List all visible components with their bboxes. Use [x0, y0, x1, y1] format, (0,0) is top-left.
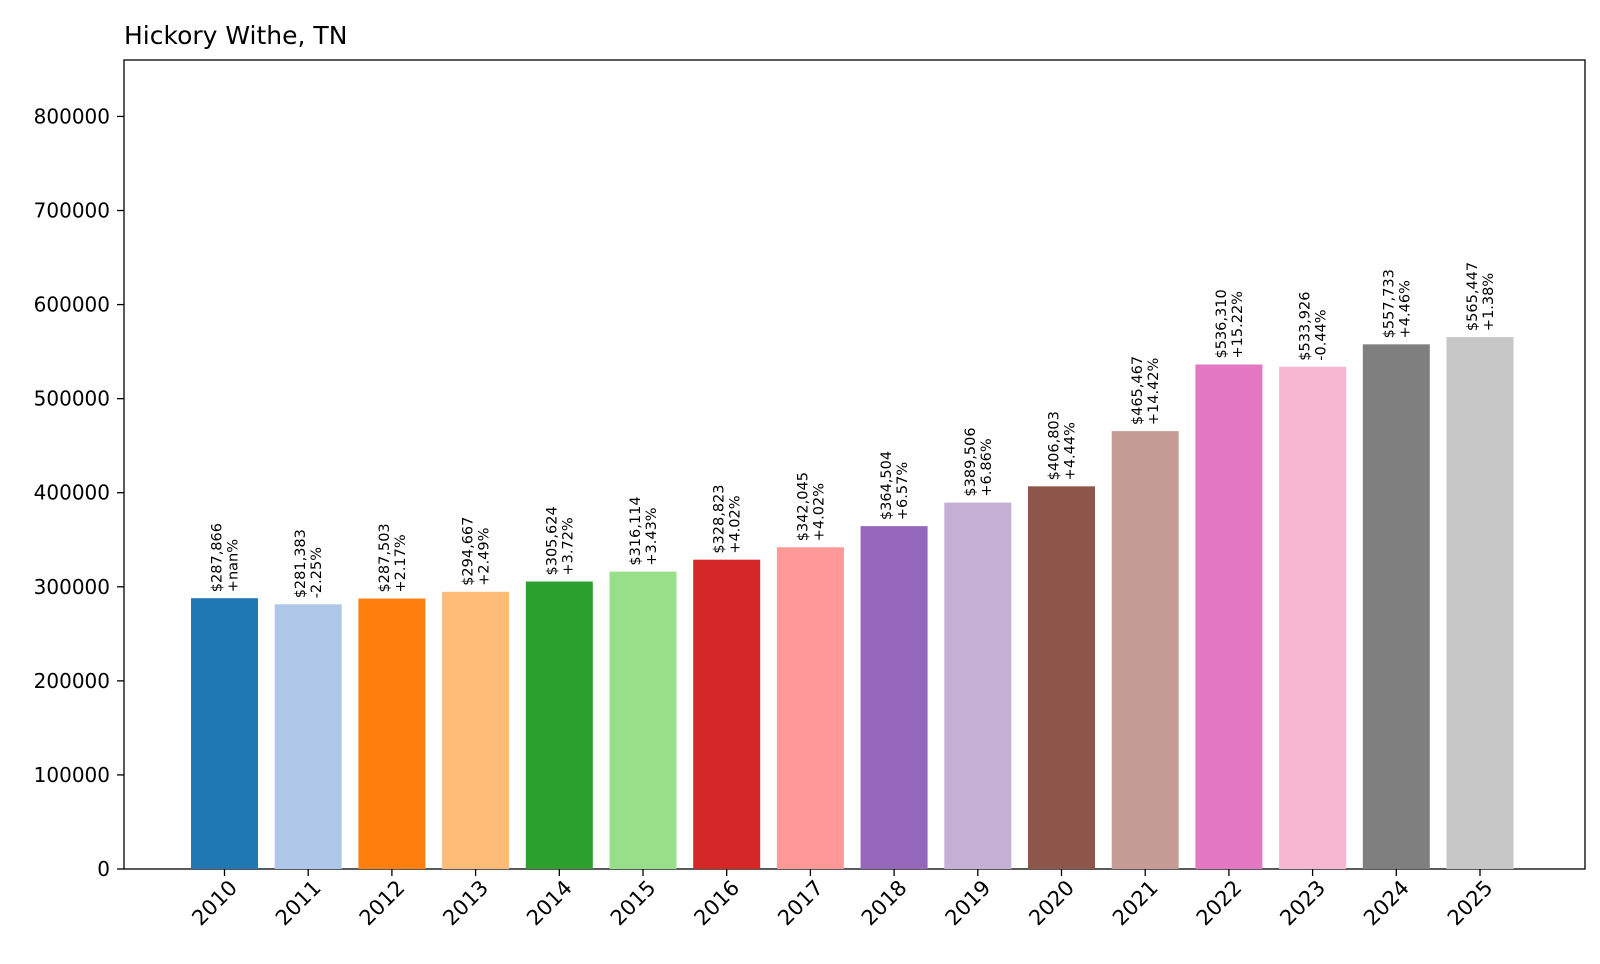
y-axis: 0 100000 200000 300000 400000 500000 600000 700… [34, 104, 124, 881]
x-tick-label: 2019 [941, 876, 996, 931]
bar-2017 [776, 547, 844, 869]
x-tick-label: 2023 [1275, 876, 1330, 931]
bar-value-label: $557,733 [1381, 269, 1397, 338]
x-tick-label: 2016 [689, 876, 744, 931]
bar-change-label: +2.17% [393, 534, 409, 592]
bar-2025 [1446, 337, 1514, 869]
y-tick-label: 100000 [34, 763, 110, 787]
y-tick-label: 200000 [34, 669, 110, 693]
y-tick-label: 500000 [34, 387, 110, 411]
chart-title: Hickory Withe, TN [124, 21, 347, 50]
bar-value-label: $316,114 [628, 496, 644, 565]
bar-value-label: $565,447 [1465, 262, 1481, 331]
bar-change-label: +4.02% [728, 495, 744, 553]
bar-annotation: $316,114 +3.43% [628, 496, 660, 565]
bar-annotation: $305,624 +3.72% [544, 506, 576, 575]
x-tick-label: 2012 [355, 876, 410, 931]
bar-annotation: $557,733 +4.46% [1381, 269, 1413, 338]
bar-value-label: $328,823 [712, 484, 728, 553]
bar-change-label: +4.44% [1063, 422, 1079, 480]
bar-annotation: $406,803 +4.44% [1047, 411, 1079, 480]
x-tick-label: 2020 [1024, 876, 1079, 931]
bar-annotation: $465,467 +14.42% [1130, 356, 1162, 425]
bar-annotation: $287,503 +2.17% [377, 523, 409, 592]
bar-value-label: $465,467 [1130, 356, 1146, 425]
y-tick-label: 400000 [34, 481, 110, 505]
y-tick-label: 0 [97, 857, 110, 881]
bar-change-label: +6.57% [895, 462, 911, 520]
bar-change-label: -2.25% [309, 547, 325, 598]
x-axis: 2010 2011 2012 2013 2014 2015 2016 2017 2018 2019… [187, 869, 1498, 931]
bar-2018 [860, 526, 928, 869]
bar-annotation: $281,383 -2.25% [293, 529, 325, 598]
bar-annotation: $533,926 -0.44% [1298, 292, 1330, 361]
bar-value-label: $287,866 [210, 523, 226, 592]
bar-value-label: $536,310 [1214, 289, 1230, 358]
bar-2021 [1111, 431, 1179, 869]
bar-2012 [358, 598, 426, 869]
bar-2016 [693, 559, 761, 869]
x-tick-label: 2021 [1108, 876, 1163, 931]
bar-change-label: +2.49% [477, 528, 493, 586]
bar-annotation: $364,504 +6.57% [879, 451, 911, 520]
bar-change-label: +6.86% [979, 438, 995, 496]
bar-labels-group: $287,866 +nan% $281,383 -2.25% $287,503 +2.17… [210, 262, 1498, 598]
bar-value-label: $389,506 [963, 427, 979, 496]
x-tick-label: 2025 [1443, 876, 1498, 931]
bar-value-label: $364,504 [879, 451, 895, 520]
bar-change-label: +15.22% [1230, 291, 1246, 358]
bar-2019 [944, 502, 1012, 869]
bar-value-label: $305,624 [544, 506, 560, 575]
x-tick-label: 2014 [522, 876, 577, 931]
x-tick-label: 2015 [606, 876, 661, 931]
bar-annotation: $328,823 +4.02% [712, 484, 744, 553]
bar-value-label: $281,383 [293, 529, 309, 598]
bar-2010 [191, 598, 258, 869]
y-tick-label: 700000 [34, 199, 110, 223]
bar-annotation: $342,045 +4.02% [795, 472, 827, 541]
x-tick-label: 2024 [1359, 876, 1414, 931]
y-tick-label: 300000 [34, 575, 110, 599]
bar-annotation: $536,310 +15.22% [1214, 289, 1246, 358]
plot-area-frame [123, 59, 1586, 870]
bar-value-label: $287,503 [377, 523, 393, 592]
x-tick-label: 2022 [1192, 876, 1247, 931]
bar-2020 [1028, 486, 1095, 869]
bar-change-label: +nan% [226, 539, 242, 592]
bar-value-label: $342,045 [795, 472, 811, 541]
bar-annotation: $287,866 +nan% [210, 523, 242, 592]
bar-2015 [609, 571, 677, 869]
bar-2024 [1362, 344, 1430, 869]
bar-annotation: $565,447 +1.38% [1465, 262, 1497, 331]
bar-2014 [525, 581, 593, 869]
bar-2022 [1195, 364, 1263, 869]
bar-change-label: -0.44% [1314, 309, 1330, 360]
y-tick-label: 800000 [34, 104, 110, 128]
bar-change-label: +3.43% [644, 507, 660, 565]
bar-change-label: +3.72% [560, 517, 576, 575]
x-tick-label: 2017 [773, 876, 828, 931]
x-tick-label: 2011 [271, 876, 326, 931]
bar-annotation: $294,667 +2.49% [461, 517, 493, 586]
bar-value-label: $406,803 [1047, 411, 1063, 480]
x-tick-label: 2010 [187, 876, 242, 931]
bar-annotation: $389,506 +6.86% [963, 427, 995, 496]
x-tick-label: 2013 [438, 876, 493, 931]
bar-change-label: +14.42% [1146, 358, 1162, 425]
bar-change-label: +4.46% [1397, 280, 1413, 338]
bar-2011 [274, 604, 342, 869]
bar-change-label: +4.02% [811, 483, 827, 541]
bar-2023 [1279, 366, 1347, 869]
bar-value-label: $533,926 [1298, 292, 1314, 361]
x-tick-label: 2018 [857, 876, 912, 931]
bars-group [191, 337, 1514, 869]
y-tick-label: 600000 [34, 293, 110, 317]
bar-2013 [442, 591, 510, 869]
bar-value-label: $294,667 [461, 517, 477, 586]
bar-change-label: +1.38% [1481, 273, 1497, 331]
